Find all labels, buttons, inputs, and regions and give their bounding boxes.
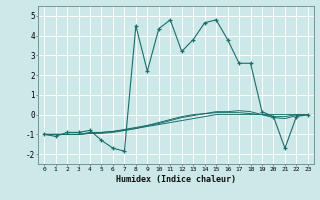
X-axis label: Humidex (Indice chaleur): Humidex (Indice chaleur)	[116, 175, 236, 184]
